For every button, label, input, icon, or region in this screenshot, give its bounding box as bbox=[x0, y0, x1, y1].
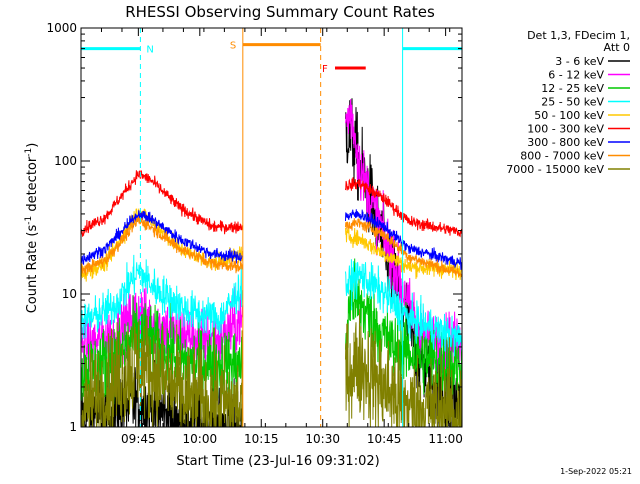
x-tick-label-0: 09:45 bbox=[121, 432, 156, 446]
x-tick-label-4: 10:45 bbox=[367, 432, 402, 446]
y-axis-label-part1: Count Rate (s bbox=[25, 225, 40, 314]
plot-area: N S F bbox=[80, 28, 463, 427]
legend-entry-label-4: 50 - 100 keV bbox=[534, 109, 604, 122]
x-tick-label-3: 10:30 bbox=[305, 432, 340, 446]
y-axis-label: Count Rate (s-1 detector-1) bbox=[24, 143, 40, 314]
x-tick-label-1: 10:00 bbox=[183, 432, 218, 446]
y-tick-label-1: 10 bbox=[62, 287, 77, 301]
chart-title: RHESSI Observing Summary Count Rates bbox=[125, 3, 435, 21]
x-axis-label: Start Time (23-Jul-16 09:31:02) bbox=[176, 454, 379, 469]
legend-entry-label-8: 7000 - 15000 keV bbox=[506, 163, 604, 176]
series-line-7 bbox=[81, 215, 462, 278]
y-axis-label-sup2: -1 bbox=[24, 148, 34, 157]
legend-entry-label-1: 6 - 12 keV bbox=[548, 69, 604, 82]
legend-entry-label-7: 800 - 7000 keV bbox=[520, 150, 604, 163]
marker-label-n: N bbox=[146, 45, 153, 56]
plot-frame bbox=[80, 27, 463, 428]
y-tick-label-0: 1 bbox=[69, 420, 77, 434]
y-axis-label-sup1: -1 bbox=[24, 216, 34, 225]
legend-entry-label-0: 3 - 6 keV bbox=[555, 55, 604, 68]
legend-subtitle: Att 0 bbox=[604, 41, 630, 54]
x-tick-label-2: 10:15 bbox=[244, 432, 279, 446]
marker-label-s: S bbox=[230, 41, 236, 52]
legend-entry-label-5: 100 - 300 keV bbox=[527, 123, 604, 136]
y-tick-label-3: 1000 bbox=[46, 21, 77, 35]
series-group bbox=[81, 98, 462, 427]
footer-timestamp: 1-Sep-2022 05:21 bbox=[560, 467, 632, 476]
marker-label-f: F bbox=[322, 64, 328, 75]
legend-entry-label-2: 12 - 25 keV bbox=[541, 82, 604, 95]
legend-title: Det 1,3, FDecim 1, bbox=[527, 29, 630, 42]
y-axis-label-part3: ) bbox=[25, 143, 40, 148]
y-axis-label-part2: detector bbox=[25, 156, 40, 216]
x-tick-label-5: 11:00 bbox=[428, 432, 463, 446]
marker-f: F bbox=[322, 64, 366, 75]
legend-entry-label-3: 25 - 50 keV bbox=[541, 96, 604, 109]
marker-s: S bbox=[230, 28, 322, 427]
y-tick-label-2: 100 bbox=[54, 154, 77, 168]
series-line-8 bbox=[81, 309, 462, 427]
series-line-5 bbox=[81, 170, 462, 238]
series-line-3 bbox=[81, 254, 462, 357]
legend-entry-label-6: 300 - 800 keV bbox=[527, 136, 604, 149]
series-line-6 bbox=[81, 209, 462, 270]
axes: 09:45 10:00 10:15 10:30 10:45 11:00 1 10 100 1000 bbox=[46, 21, 462, 446]
